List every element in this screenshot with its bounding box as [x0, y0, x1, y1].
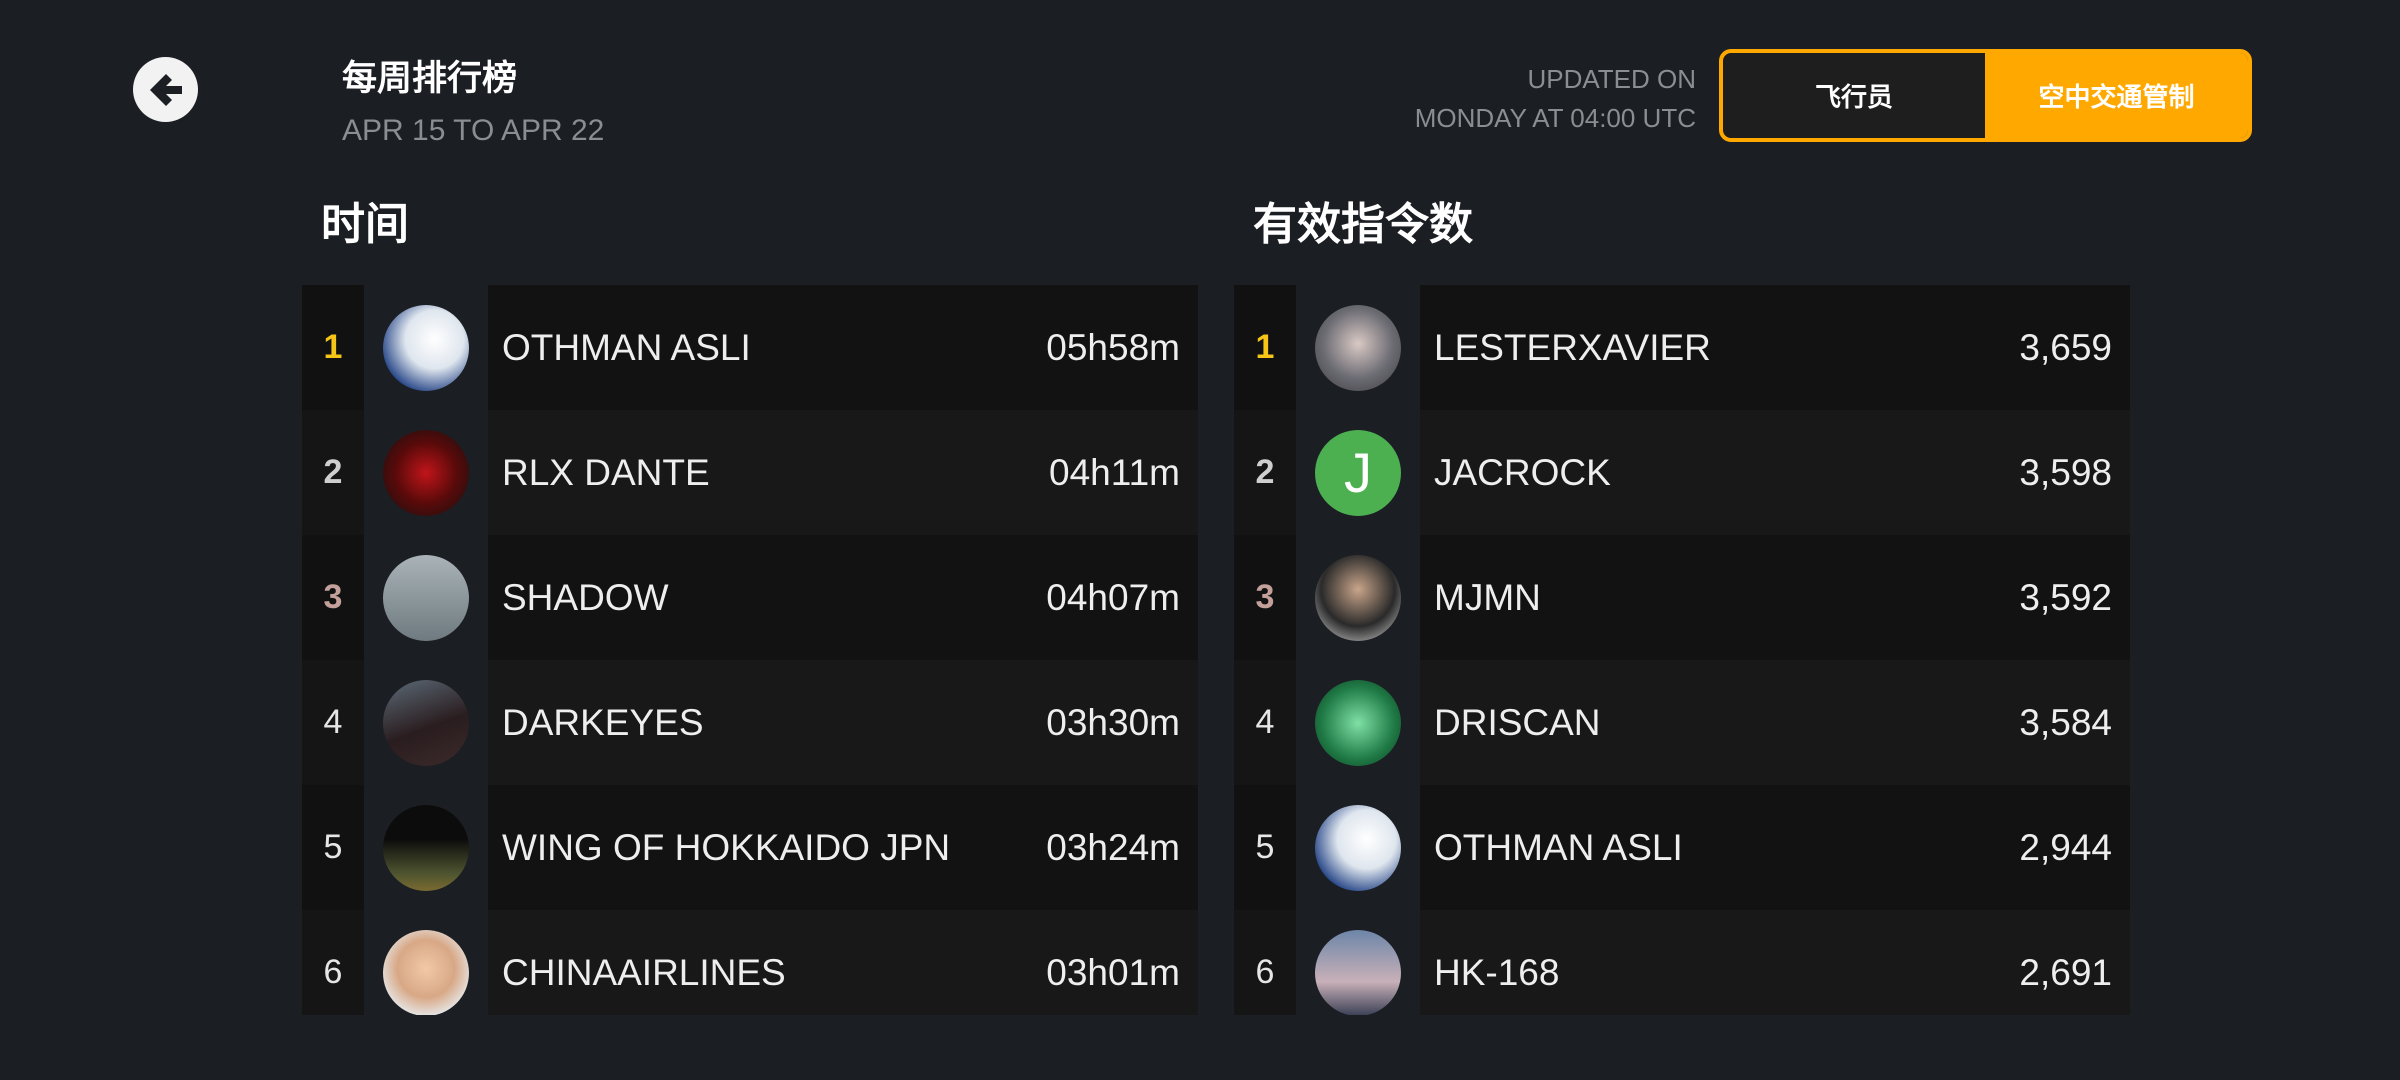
entry: HK-168 2,691	[1420, 910, 2130, 1015]
rank: 2	[302, 410, 364, 535]
avatar-cell	[1296, 535, 1420, 660]
rank: 2	[1234, 410, 1296, 535]
commands-leaderboard: 1 LESTERXAVIER 3,659 2 J JACROCK 3,598 3 MJM…	[1234, 285, 2130, 1015]
entry: WING OF HOKKAIDO JPN 03h24m	[488, 785, 1198, 910]
score-value: 2,691	[2019, 951, 2112, 993]
leaderboard-row[interactable]: 6 CHINAAIRLINES 03h01m	[302, 910, 1198, 1015]
entry: RLX DANTE 04h11m	[488, 410, 1198, 535]
rank: 1	[1234, 285, 1296, 410]
avatar-cell	[1296, 785, 1420, 910]
entry: JACROCK 3,598	[1420, 410, 2130, 535]
avatar	[1315, 929, 1401, 1015]
avatar	[383, 679, 469, 766]
entry: MJMN 3,592	[1420, 535, 2130, 660]
avatar	[383, 429, 469, 516]
score-value: 03h01m	[1046, 951, 1180, 993]
leaderboard-row[interactable]: 2 J JACROCK 3,598	[1234, 410, 2130, 535]
rank: 5	[302, 785, 364, 910]
time-heading: 时间	[321, 200, 409, 249]
leaderboard-row[interactable]: 6 HK-168 2,691	[1234, 910, 2130, 1015]
score-value: 3,584	[2019, 701, 2112, 743]
avatar-cell	[1296, 660, 1420, 785]
rank: 3	[1234, 535, 1296, 660]
rank: 5	[1234, 785, 1296, 910]
score-value: 05h58m	[1046, 326, 1180, 368]
avatar	[1315, 804, 1401, 891]
avatar	[1315, 554, 1401, 641]
score-value: 03h24m	[1046, 826, 1180, 868]
date-range: APR 15 TO APR 22	[342, 114, 605, 147]
rank: 1	[302, 285, 364, 410]
leaderboard-row[interactable]: 4 DRISCAN 3,584	[1234, 660, 2130, 785]
user-name: HK-168	[1434, 951, 1560, 993]
user-name: WING OF HOKKAIDO JPN	[502, 826, 951, 868]
user-name: DARKEYES	[502, 701, 704, 743]
avatar-cell: J	[1296, 410, 1420, 535]
avatar	[383, 929, 469, 1015]
back-button[interactable]	[133, 57, 198, 122]
rank: 4	[302, 660, 364, 785]
avatar-cell	[364, 785, 488, 910]
entry: SHADOW 04h07m	[488, 535, 1198, 660]
rank: 4	[1234, 660, 1296, 785]
entry: CHINAAIRLINES 03h01m	[488, 910, 1198, 1015]
user-name: CHINAAIRLINES	[502, 951, 786, 993]
leaderboard-row[interactable]: 4 DARKEYES 03h30m	[302, 660, 1198, 785]
rank: 6	[302, 910, 364, 1015]
arrow-left-icon	[149, 73, 182, 106]
leaderboard-row[interactable]: 3 MJMN 3,592	[1234, 535, 2130, 660]
avatar	[383, 554, 469, 641]
role-toggle: 飞行员 空中交通管制	[1719, 49, 2252, 142]
avatar-cell	[364, 535, 488, 660]
user-name: RLX DANTE	[502, 451, 710, 493]
leaderboard-row[interactable]: 5 WING OF HOKKAIDO JPN 03h24m	[302, 785, 1198, 910]
updated-label: UPDATED ON	[1527, 64, 1696, 94]
avatar: J	[1315, 429, 1401, 516]
tab-atc[interactable]: 空中交通管制	[1985, 53, 2248, 138]
user-name: MJMN	[1434, 576, 1541, 618]
user-name: SHADOW	[502, 576, 669, 618]
leaderboard-row[interactable]: 1 OTHMAN ASLI 05h58m	[302, 285, 1198, 410]
score-value: 04h07m	[1046, 576, 1180, 618]
rank: 3	[302, 535, 364, 660]
entry: OTHMAN ASLI 05h58m	[488, 285, 1198, 410]
user-name: LESTERXAVIER	[1434, 326, 1711, 368]
leaderboard-row[interactable]: 3 SHADOW 04h07m	[302, 535, 1198, 660]
update-info: UPDATED ON MONDAY AT 04:00 UTC	[1415, 60, 1696, 138]
score-value: 3,659	[2019, 326, 2112, 368]
updated-time: MONDAY AT 04:00 UTC	[1414, 103, 1696, 133]
score-value: 04h11m	[1049, 451, 1180, 493]
avatar	[383, 804, 469, 891]
avatar-cell	[1296, 285, 1420, 410]
rank: 6	[1234, 910, 1296, 1015]
user-name: JACROCK	[1434, 451, 1611, 493]
avatar-cell	[364, 660, 488, 785]
entry: LESTERXAVIER 3,659	[1420, 285, 2130, 410]
user-name: DRISCAN	[1434, 701, 1601, 743]
time-leaderboard: 1 OTHMAN ASLI 05h58m 2 RLX DANTE 04h11m 3 SH…	[302, 285, 1198, 1015]
avatar	[1315, 304, 1401, 391]
score-value: 03h30m	[1046, 701, 1180, 743]
commands-heading: 有效指令数	[1253, 200, 1473, 249]
entry: OTHMAN ASLI 2,944	[1420, 785, 2130, 910]
leaderboard-row[interactable]: 2 RLX DANTE 04h11m	[302, 410, 1198, 535]
avatar-cell	[364, 410, 488, 535]
leaderboard-row[interactable]: 5 OTHMAN ASLI 2,944	[1234, 785, 2130, 910]
avatar	[1315, 679, 1401, 766]
user-name: OTHMAN ASLI	[1434, 826, 1683, 868]
score-value: 3,598	[2019, 451, 2112, 493]
entry: DRISCAN 3,584	[1420, 660, 2130, 785]
avatar-cell	[364, 910, 488, 1015]
avatar	[383, 304, 469, 391]
avatar-cell	[364, 285, 488, 410]
score-value: 3,592	[2019, 576, 2112, 618]
entry: DARKEYES 03h30m	[488, 660, 1198, 785]
score-value: 2,944	[2019, 826, 2112, 868]
avatar-cell	[1296, 910, 1420, 1015]
user-name: OTHMAN ASLI	[502, 326, 751, 368]
leaderboard-row[interactable]: 1 LESTERXAVIER 3,659	[1234, 285, 2130, 410]
page-title: 每周排行榜	[342, 59, 518, 98]
tab-pilot[interactable]: 飞行员	[1814, 82, 1893, 112]
